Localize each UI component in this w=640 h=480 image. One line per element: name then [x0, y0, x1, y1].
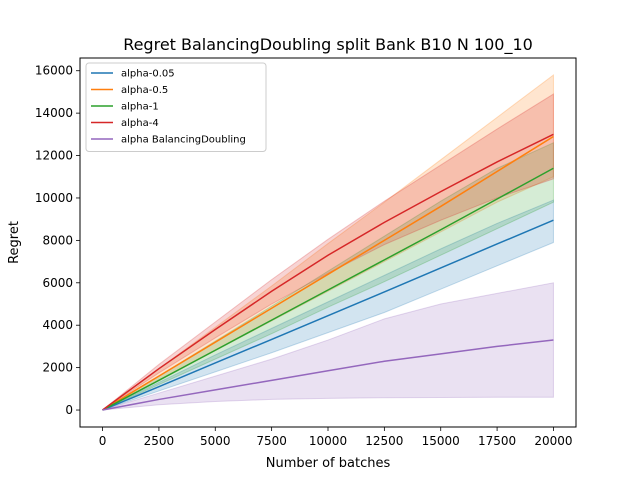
- legend-label-alpha-4: alpha-4: [121, 118, 159, 129]
- legend: alpha-0.05 alpha-0.5 alpha-1 alpha-4 alpha B…: [85, 62, 267, 152]
- y-axis-ticks: 0 2000 4000 6000 8000 10000 12000 14000 16000: [35, 64, 80, 417]
- x-tick-label: 12500: [365, 434, 403, 448]
- confidence-bands: [102, 73, 554, 411]
- x-tick-label: 15000: [422, 434, 460, 448]
- line-alpha-0-05: [102, 219, 554, 411]
- legend-box: [85, 62, 267, 152]
- x-axis-label: Number of batches: [266, 456, 391, 471]
- band-alpha-0-05: [102, 199, 554, 411]
- y-tick-label: 14000: [35, 106, 73, 120]
- x-tick-label: 10000: [309, 434, 347, 448]
- y-tick-label: 8000: [42, 233, 73, 247]
- x-axis-ticks: 0 2500 5000 7500 10000 12500 15000 17500 20000: [99, 427, 573, 448]
- y-tick-label: 12000: [35, 149, 73, 163]
- y-tick-label: 4000: [42, 318, 73, 332]
- y-tick-label: 6000: [42, 276, 73, 290]
- legend-label-alpha-balancingdoubling: alpha BalancingDoubling: [121, 135, 246, 146]
- band-alpha-balancingdoubling: [102, 282, 554, 411]
- line-alpha-4: [102, 133, 554, 411]
- legend-label-alpha-0-5: alpha-0.5: [121, 85, 168, 96]
- x-tick-label: 17500: [478, 434, 516, 448]
- y-tick-label: 2000: [42, 361, 73, 375]
- line-alpha-1: [102, 167, 554, 411]
- x-tick-label: 7500: [256, 434, 287, 448]
- x-tick-label: 5000: [200, 434, 231, 448]
- chart-title: Regret BalancingDoubling split Bank B10 …: [123, 35, 533, 55]
- y-tick-label: 16000: [35, 64, 73, 78]
- legend-label-alpha-0-05: alpha-0.05: [121, 69, 175, 80]
- band-alpha-1: [102, 142, 554, 411]
- x-tick-label: 20000: [534, 434, 572, 448]
- y-tick-label: 0: [65, 403, 73, 417]
- x-tick-label: 0: [99, 434, 107, 448]
- x-tick-label: 2500: [144, 434, 175, 448]
- series-lines: [102, 133, 554, 411]
- y-tick-label: 10000: [35, 191, 73, 205]
- y-axis-label: Regret: [7, 221, 22, 264]
- line-alpha-0-5: [102, 135, 554, 411]
- legend-label-alpha-1: alpha-1: [121, 102, 159, 113]
- line-alpha-balancingdoubling: [102, 339, 554, 411]
